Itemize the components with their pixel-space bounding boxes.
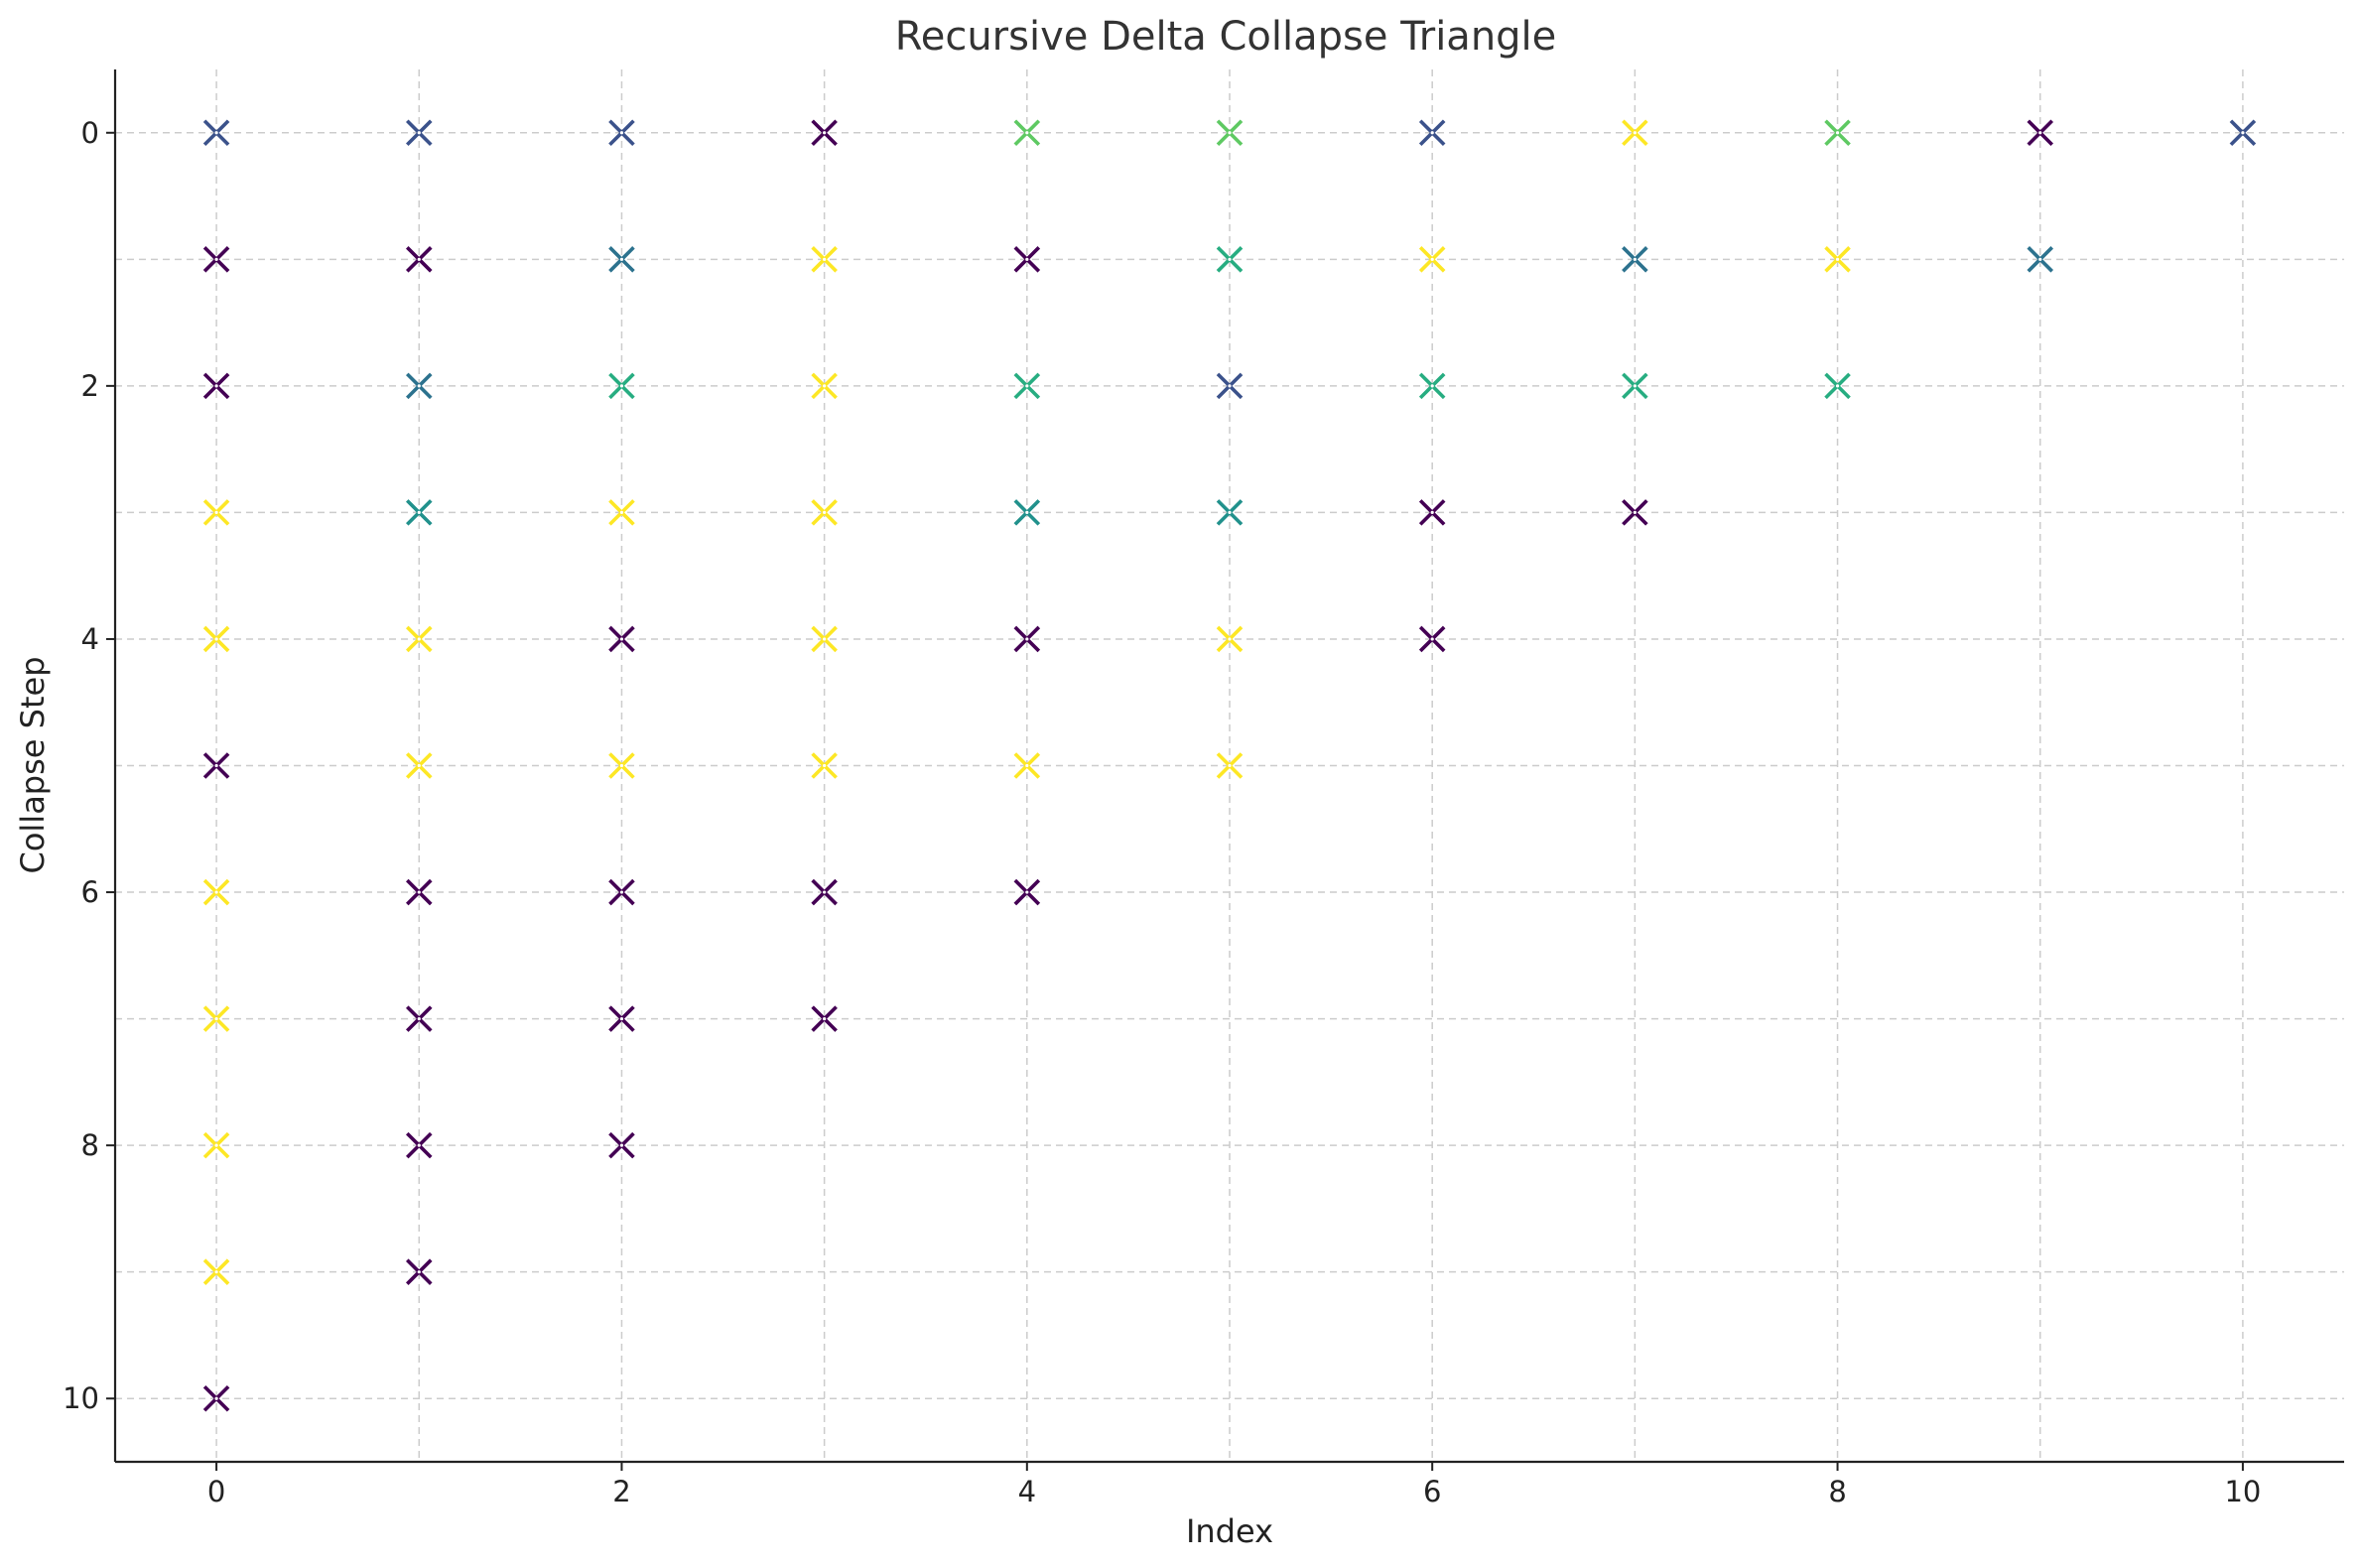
- data-point: [405, 752, 433, 779]
- data-markers: [202, 119, 2257, 1412]
- data-point: [405, 372, 433, 400]
- data-point: [1013, 878, 1041, 906]
- x-axis-label: Index: [1186, 1512, 1273, 1550]
- y-tick-label: 0: [81, 116, 99, 150]
- x-tick-label: 6: [1423, 1475, 1441, 1508]
- x-tick-label: 2: [612, 1475, 630, 1508]
- data-point: [2229, 119, 2257, 147]
- y-axis-label: Collapse Step: [14, 656, 52, 873]
- data-point: [1418, 119, 1446, 147]
- data-point: [1013, 119, 1041, 147]
- y-tick-label: 2: [81, 369, 99, 403]
- data-point: [202, 1005, 230, 1032]
- data-point: [202, 752, 230, 779]
- data-point: [811, 625, 838, 653]
- data-point: [2027, 119, 2054, 147]
- x-tick-label: 0: [207, 1475, 225, 1508]
- data-point: [1418, 246, 1446, 273]
- data-point: [1418, 625, 1446, 653]
- data-point: [405, 119, 433, 147]
- data-point: [202, 499, 230, 526]
- data-point: [608, 372, 635, 400]
- data-point: [1216, 372, 1244, 400]
- data-point: [1216, 119, 1244, 147]
- y-tick-label: 6: [81, 875, 99, 909]
- data-point: [1216, 752, 1244, 779]
- data-point: [202, 1384, 230, 1412]
- data-point: [1824, 372, 1851, 400]
- data-point: [202, 625, 230, 653]
- data-point: [811, 1005, 838, 1032]
- chart-title: Recursive Delta Collapse Triangle: [895, 14, 1557, 60]
- data-point: [1622, 372, 1648, 400]
- data-point: [405, 878, 433, 906]
- data-point: [1013, 499, 1041, 526]
- data-point: [1824, 246, 1851, 273]
- data-point: [608, 246, 635, 273]
- y-tick-label: 8: [81, 1128, 99, 1162]
- data-point: [608, 625, 635, 653]
- data-point: [1418, 372, 1446, 400]
- data-point: [2027, 246, 2054, 273]
- data-point: [202, 372, 230, 400]
- y-tick-label: 10: [63, 1381, 99, 1415]
- data-point: [405, 246, 433, 273]
- data-point: [811, 372, 838, 400]
- data-point: [1013, 246, 1041, 273]
- data-point: [1418, 499, 1446, 526]
- data-point: [1622, 499, 1648, 526]
- data-point: [202, 246, 230, 273]
- data-point: [811, 499, 838, 526]
- data-point: [1013, 372, 1041, 400]
- x-tick-label: 10: [2224, 1475, 2261, 1508]
- data-point: [1216, 499, 1244, 526]
- data-point: [202, 1131, 230, 1159]
- data-point: [1216, 246, 1244, 273]
- x-tick-label: 8: [1828, 1475, 1846, 1508]
- data-point: [202, 878, 230, 906]
- data-point: [811, 878, 838, 906]
- data-point: [405, 1131, 433, 1159]
- data-point: [1013, 752, 1041, 779]
- data-point: [405, 625, 433, 653]
- data-point: [608, 119, 635, 147]
- data-point: [1013, 625, 1041, 653]
- data-point: [608, 1005, 635, 1032]
- data-point: [1622, 119, 1648, 147]
- y-tick-label: 4: [81, 622, 99, 656]
- data-point: [608, 499, 635, 526]
- data-point: [202, 1258, 230, 1285]
- tick-marks: 0 2 4 6 8 10 0 2 4 6 8 10: [63, 116, 2261, 1508]
- data-point: [608, 878, 635, 906]
- x-tick-label: 4: [1018, 1475, 1036, 1508]
- data-point: [811, 246, 838, 273]
- data-point: [405, 1005, 433, 1032]
- data-point: [202, 119, 230, 147]
- data-point: [405, 1258, 433, 1285]
- data-point: [811, 119, 838, 147]
- data-point: [811, 752, 838, 779]
- data-point: [405, 499, 433, 526]
- data-point: [1824, 119, 1851, 147]
- data-point: [1216, 625, 1244, 653]
- data-point: [608, 752, 635, 779]
- axes: [113, 69, 2344, 1464]
- data-point: [608, 1131, 635, 1159]
- data-point: [1622, 246, 1648, 273]
